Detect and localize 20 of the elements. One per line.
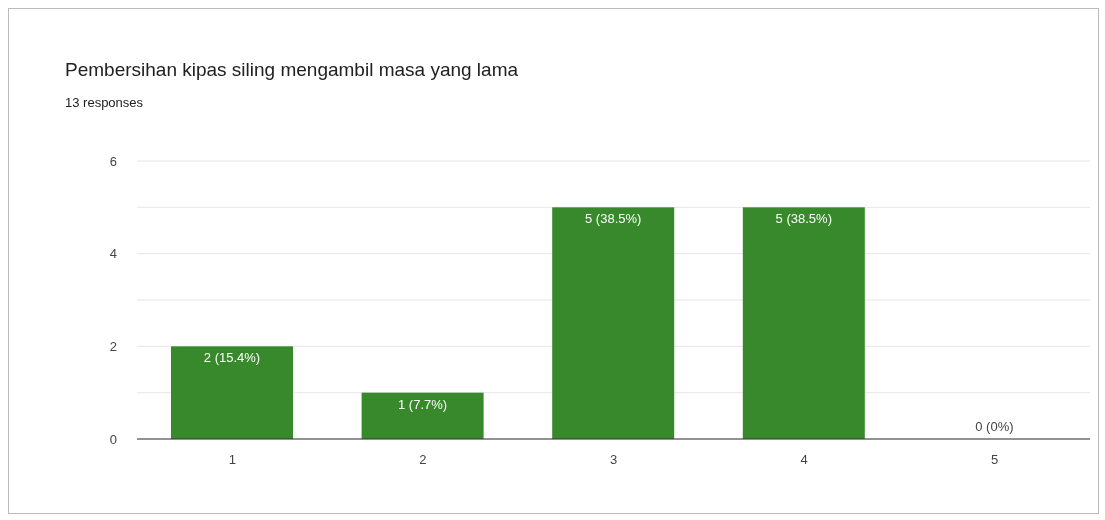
data-label: 1 (7.7%): [398, 396, 448, 412]
x-tick-label: 1: [228, 452, 236, 468]
y-tick-label: 2: [109, 338, 117, 354]
bar: [171, 346, 293, 439]
data-label: 5 (38.5%): [585, 211, 642, 227]
x-tick-label: 2: [419, 452, 427, 468]
y-tick-label: 0: [109, 431, 117, 447]
bar: [742, 207, 865, 439]
chart-title: Pembersihan kipas siling mengambil masa yang lama: [65, 59, 519, 81]
x-tick-label: 4: [800, 452, 808, 468]
x-tick-label: 3: [609, 452, 618, 468]
data-label: 2 (15.4%): [203, 350, 261, 366]
chart-subtitle: 13 responses: [65, 95, 144, 110]
bar: [552, 207, 675, 439]
bar: [361, 392, 484, 439]
y-tick-label: 6: [109, 153, 117, 169]
data-label: 5 (38.5%): [775, 211, 832, 227]
y-tick-label: 4: [109, 246, 117, 262]
data-label: 0 (0%): [975, 419, 1014, 434]
x-tick-label: 5: [991, 452, 999, 468]
